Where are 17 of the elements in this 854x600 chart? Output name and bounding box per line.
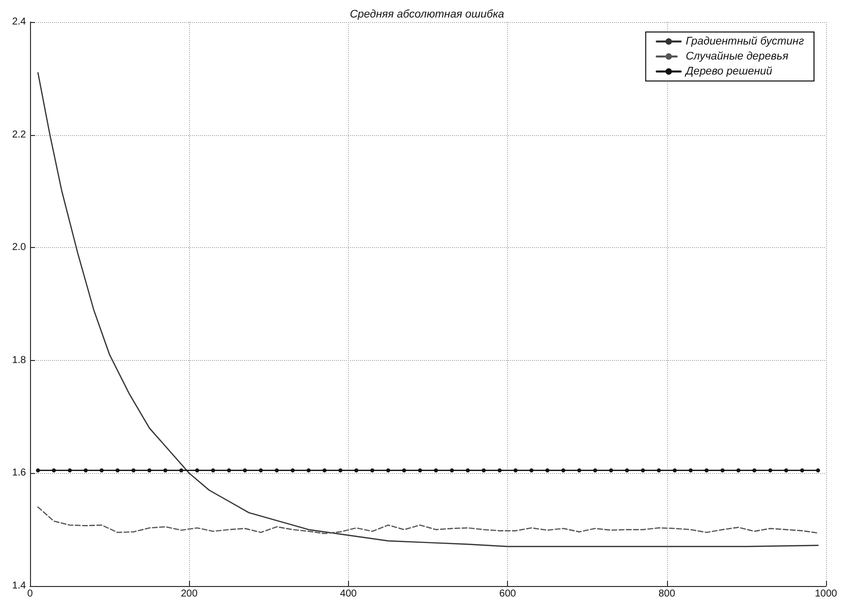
- x-tick-label: 800: [658, 588, 676, 600]
- y-tick-label: 1.4: [12, 580, 26, 592]
- legend-label: Дерево решений: [684, 66, 772, 78]
- y-tick-label: 2.2: [12, 129, 26, 140]
- x-tick-label: 1000: [814, 588, 838, 600]
- legend-label: Случайные деревья: [686, 50, 788, 62]
- line-series: [37, 506, 819, 534]
- chart-title: Средняя абсолютная ошибка: [350, 8, 504, 20]
- x-tick-label: 0: [27, 588, 34, 600]
- x-tick-label: 600: [499, 588, 516, 600]
- x-tick-label: 400: [340, 588, 358, 600]
- y-tick-label: 2.0: [12, 242, 26, 254]
- y-tick-label: 1.6: [12, 468, 26, 479]
- x-tick-label: 200: [180, 588, 198, 600]
- y-tick-label: 1.8: [12, 354, 26, 366]
- y-tick-label: 2.4: [12, 16, 26, 28]
- legend-label: Градиентный бустинг: [686, 36, 805, 48]
